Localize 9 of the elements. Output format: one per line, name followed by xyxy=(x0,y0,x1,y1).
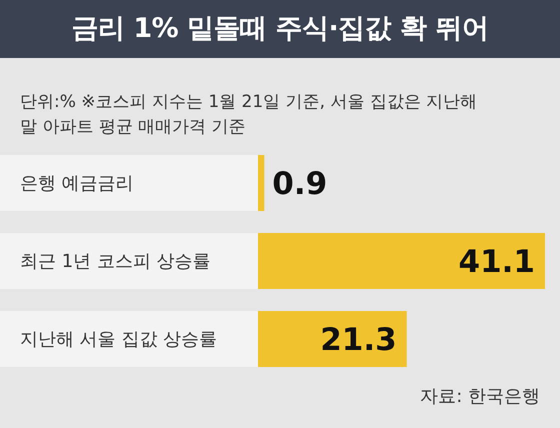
chart-title: 금리 1% 밑돌때 주식·집값 확 뛰어 xyxy=(0,0,560,58)
y-tick-label: 최근 1년 코스피 상승률 xyxy=(20,251,211,272)
data-label: 41.1 xyxy=(458,244,535,280)
y-tick-label: 은행 예금금리 xyxy=(20,173,134,194)
y-tick-label: 지난해 서울 집값 상승률 xyxy=(20,329,218,350)
text: 자료: 한국은행 xyxy=(420,385,540,408)
chart-subtitle: 단위:% ※코스피 지수는 1월 21일 기준, 서울 집값은 지난해말 아파트 평균 매매가격 기준 xyxy=(20,91,478,139)
data-label: 21.3 xyxy=(320,322,397,358)
data-label: 0.9 xyxy=(272,166,328,202)
